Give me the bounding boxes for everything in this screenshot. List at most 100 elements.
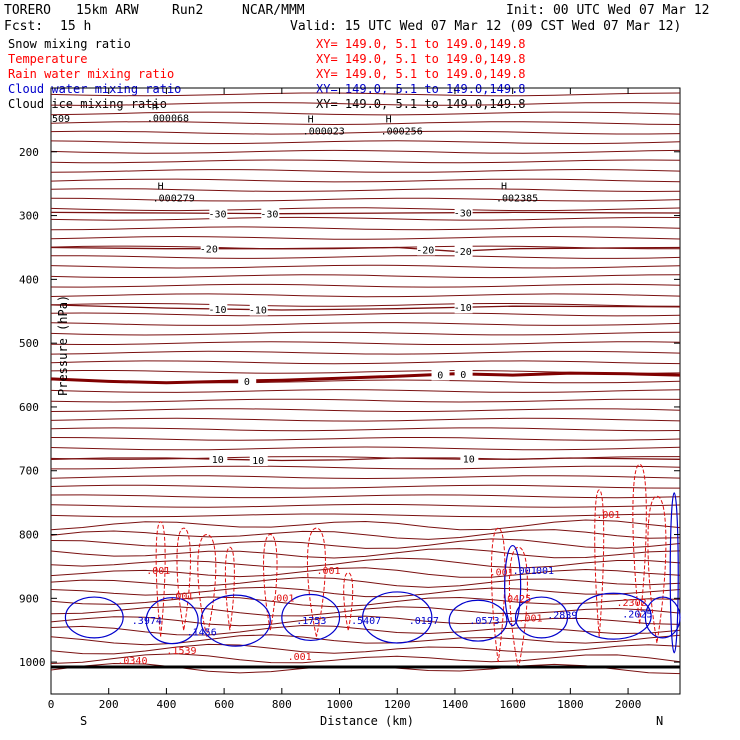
rain-contour	[508, 546, 528, 669]
header: TORERO 15km ARW Run2 NCAR/MMM Init: 00 U…	[4, 3, 710, 34]
rain-contour	[343, 572, 354, 631]
cloud-water-label: .1753	[296, 616, 326, 627]
isotherm-line	[50, 408, 681, 412]
snow-max-marker: H	[501, 181, 507, 192]
isotherm-line	[50, 293, 681, 298]
rain-label: .1539	[166, 646, 196, 657]
cloud-water-label: .2025	[622, 609, 652, 620]
temperature-label: -30	[260, 210, 278, 221]
resolution: 15km ARW	[76, 3, 139, 18]
x-tick-label: 0	[48, 698, 55, 711]
isotherm-line	[50, 235, 681, 240]
cloud-water-contour	[281, 593, 341, 642]
isotherm-line	[50, 216, 681, 221]
background-temperature-contours	[50, 92, 681, 675]
isotherm-line	[50, 653, 681, 664]
isotherm-line	[50, 188, 681, 193]
temperature-label: 0	[244, 377, 250, 388]
temperature-label-bg	[460, 452, 479, 465]
cloud-water-contour	[362, 591, 433, 644]
x-tick-label: 2000	[615, 698, 642, 711]
isotherm-line	[50, 475, 681, 480]
temperature-label-bg	[454, 301, 473, 314]
rain-contour	[176, 527, 191, 631]
run-name: Run2	[172, 3, 203, 18]
rain-label: .001	[270, 594, 294, 605]
temperature-label-bg	[249, 454, 268, 467]
temperature-label: -20	[454, 247, 472, 258]
temperature-contour	[50, 371, 681, 385]
y-tick-label: 200	[19, 146, 39, 159]
isotherm-line	[50, 168, 681, 173]
legend-label-rain: Rain water mixing ratio	[8, 67, 174, 81]
isotherm-line	[50, 446, 681, 451]
isotherm-line	[50, 121, 681, 126]
snow-max-value: .002385	[496, 193, 538, 204]
x-axis-south-label: S	[80, 714, 87, 728]
cloud-water-label: .0197	[409, 616, 439, 627]
isotherm-line	[50, 341, 681, 345]
isotherm-line	[50, 538, 681, 549]
rain-contours	[155, 463, 667, 669]
x-tick-label: 200	[99, 698, 119, 711]
snow-max-value: .000279	[153, 193, 195, 204]
cloud-water-label: .3974	[132, 616, 162, 627]
isotherm-line	[50, 494, 681, 499]
isotherm-line	[50, 484, 681, 489]
left-edge-value: 509	[52, 114, 70, 125]
temperature-label: 10	[212, 455, 224, 466]
legend-label-temperature: Temperature	[8, 52, 87, 66]
contour-labels: -30 -30 -30-20 -20 -20-10 -10 -1000 010 10 10H.00…	[52, 102, 652, 668]
x-tick-label: 1600	[499, 698, 526, 711]
temperature-label-bg	[431, 368, 450, 381]
cloud-water-label: .001	[513, 566, 537, 577]
isotherm-line	[50, 567, 681, 578]
isotherm-line	[50, 140, 681, 145]
temperature-label-bg	[238, 374, 257, 387]
temperature-contour	[50, 304, 681, 311]
cloud-water-label: .2839	[547, 611, 577, 622]
temperature-label-bg	[200, 242, 219, 255]
cloud-water-label: .5407	[351, 616, 381, 627]
isotherm-line	[50, 624, 681, 636]
isotherm-line	[50, 634, 681, 646]
temperature-label: -10	[208, 305, 226, 316]
y-tick-label: 900	[19, 592, 39, 605]
rain-label: .001	[146, 566, 170, 577]
isotherm-line	[50, 606, 681, 617]
isotherm-line	[50, 513, 681, 518]
cloud-water-contour	[504, 544, 522, 627]
cloud-water-contour	[644, 596, 681, 639]
legend-xy-rain: XY= 149.0, 5.1 to 149.0,149.8	[316, 67, 526, 81]
x-tick-label: 1200	[384, 698, 411, 711]
cloud-water-contour	[669, 492, 679, 654]
isotherm-line	[50, 596, 681, 608]
isotherm-line	[50, 417, 681, 422]
isotherm-line	[50, 264, 681, 269]
temperature-label-bg	[454, 367, 473, 380]
org-name: NCAR/MMM	[242, 3, 305, 18]
legend-label-cloud-water: Cloud water mixing ratio	[8, 82, 181, 96]
temperature-label-bg	[209, 453, 228, 466]
temperature-contours	[50, 211, 681, 462]
rain-label: .001	[316, 566, 340, 577]
isotherm-line	[51, 465, 681, 470]
temperature-label-bg	[454, 206, 473, 219]
temperature-label: -30	[208, 209, 226, 220]
legend: Snow mixing ratio XY= 149.0, 5.1 to 149.…	[8, 37, 526, 111]
temperature-label: 10	[463, 454, 475, 465]
isotherm-line	[50, 197, 681, 202]
snow-max-value: .000256	[381, 126, 423, 137]
temperature-label-bg	[417, 243, 436, 256]
temperature-label-bg	[261, 207, 280, 220]
x-axis-north-label: N	[656, 714, 663, 728]
snow-max-value: .000068	[147, 114, 189, 125]
isotherm-line	[50, 519, 681, 531]
rain-label: .2302	[617, 598, 647, 609]
x-axis-label: Distance (km)	[320, 714, 414, 728]
isotherm-line	[50, 130, 681, 135]
y-tick-label: 700	[19, 465, 39, 478]
rain-contour	[224, 546, 235, 631]
temperature-label: -10	[454, 303, 472, 314]
snow-max-marker: H	[308, 114, 314, 125]
